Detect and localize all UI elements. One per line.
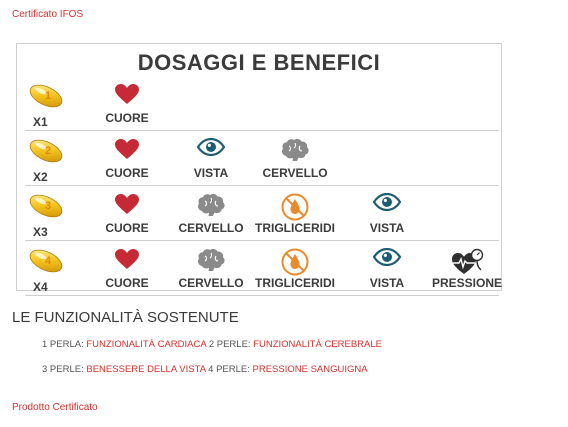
benefit-label: TRIGLICERIDI: [255, 276, 335, 290]
benefit-label: TRIGLICERIDI: [255, 221, 335, 235]
svg-text:4: 4: [45, 255, 52, 267]
card-title: DOSAGGI E BENEFICI: [137, 50, 381, 75]
benefit-label: CUORE: [105, 111, 149, 125]
benefit-label: VISTA: [193, 166, 229, 180]
benefit-cuore: CUORE: [85, 136, 169, 184]
benefit-label: CERVELLO: [262, 166, 328, 180]
eye-icon: [196, 137, 226, 161]
benefit-trigliceridi: TRIGLICERIDI: [253, 191, 337, 239]
dosage-row: 4 X4 CUORE CERVELLO TRIGLICERIDI VISTA PRESSI…: [17, 242, 502, 296]
heart-icon: [114, 248, 140, 275]
eye-icon: [372, 192, 402, 216]
benefit-label: CERVELLO: [178, 276, 244, 290]
certified-product-link[interactable]: Prodotto Certificato: [12, 402, 98, 413]
cert-ifos-link[interactable]: Certificato IFOS: [12, 9, 84, 20]
svg-text:1: 1: [45, 90, 51, 102]
svg-text:2: 2: [45, 145, 51, 157]
benefit-label: CUORE: [105, 221, 149, 235]
benefit-cuore: CUORE: [85, 191, 169, 239]
omega-pearl-icon: 4: [27, 246, 67, 294]
blood-pressure-icon: [450, 248, 484, 281]
heart-icon: [114, 83, 140, 110]
benefit-trigliceridi: TRIGLICERIDI: [253, 246, 337, 294]
no-fat-icon: [281, 193, 309, 226]
row-divider: [25, 130, 499, 131]
row-divider: [25, 295, 499, 296]
benefit-vista: VISTA: [169, 136, 253, 184]
dosage-row: 2 X2 CUORE VISTA CERVELLO: [17, 132, 501, 186]
functions-title: LE FUNZIONALITÀ SOSTENUTE: [12, 309, 239, 326]
cerebral-function-link[interactable]: FUNZIONALITÀ CEREBRALE: [253, 339, 382, 350]
blood-pressure-link[interactable]: PRESSIONE SANGUIGNA: [252, 364, 368, 375]
omega-pearl-icon: 2: [27, 136, 67, 184]
benefit-label: VISTA: [369, 221, 405, 235]
pearl-count-label: X4: [33, 280, 48, 294]
benefit-label: CUORE: [105, 276, 149, 290]
benefit-label: VISTA: [369, 276, 405, 290]
heart-icon: [114, 193, 140, 220]
benefit-cuore: CUORE: [85, 81, 169, 129]
dosage-row: 3 X3 CUORE CERVELLO TRIGLICERIDI VISTA: [17, 187, 501, 241]
benefit-label: PRESSIONE: [431, 276, 503, 290]
svg-text:3: 3: [45, 200, 51, 212]
dosage-row: 1 X1 CUORE: [17, 77, 501, 131]
functions-line-2: 3 PERLE: BENESSERE DELLA VISTA 4 PERLE: …: [42, 364, 368, 375]
benefit-cervello: CERVELLO: [169, 246, 253, 294]
brain-icon: [196, 248, 226, 277]
heart-icon: [114, 138, 140, 165]
benefit-label: CUORE: [105, 166, 149, 180]
row-divider: [25, 185, 499, 186]
benefit-cervello: CERVELLO: [253, 136, 337, 184]
functions-key: 2 PERLE:: [208, 339, 251, 350]
benefit-cuore: CUORE: [85, 246, 169, 294]
omega-pearl-icon: 3: [27, 191, 67, 239]
dosage-benefits-card: DOSAGGI E BENEFICI 1 X1 CUORE: [16, 43, 502, 296]
benefit-cervello: CERVELLO: [169, 191, 253, 239]
benefit-label: CERVELLO: [178, 221, 244, 235]
pearl-count-label: X3: [33, 225, 48, 239]
row-divider: [25, 240, 499, 241]
functions-key: 3 PERLE:: [42, 364, 84, 375]
functions-line-1: 1 PERLA: FUNZIONALITÀ CARDIACA 2 PERLE: …: [42, 339, 382, 350]
pearl-count-label: X2: [33, 170, 48, 184]
pearl-count-label: X1: [33, 115, 48, 129]
benefit-pressione: PRESSIONE: [425, 246, 509, 294]
cardiac-function-link[interactable]: FUNZIONALITÀ CARDIACA: [86, 339, 207, 350]
omega-pearl-icon: 1: [27, 81, 67, 129]
eye-icon: [372, 247, 402, 271]
brain-icon: [196, 193, 226, 222]
benefit-vista: VISTA: [345, 191, 429, 239]
no-fat-icon: [281, 248, 309, 281]
benefit-vista: VISTA: [345, 246, 429, 294]
brain-icon: [280, 138, 310, 167]
functions-key: 1 PERLA:: [42, 339, 84, 350]
vision-wellbeing-link[interactable]: BENESSERE DELLA VISTA: [86, 364, 206, 375]
functions-key: 4 PERLE:: [208, 364, 250, 375]
